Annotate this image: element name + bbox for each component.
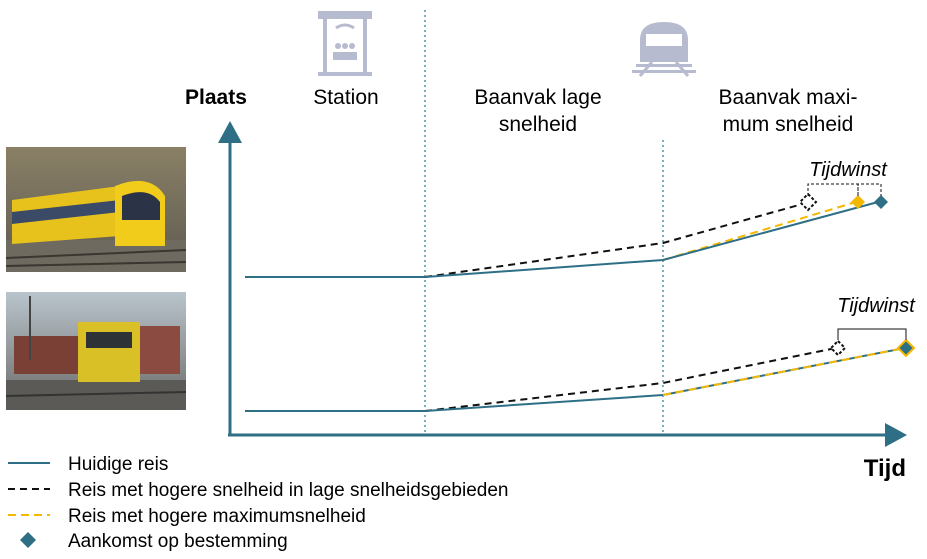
x-axis-label: Tijd	[864, 455, 906, 482]
legend: Huidige reis Reis met hogere snelheid in…	[8, 454, 508, 552]
photo-passenger-train	[5, 147, 187, 272]
lower-journey	[245, 328, 916, 412]
train-icon	[632, 22, 696, 77]
y-axis-label: Plaats	[185, 86, 247, 109]
upper-journey	[245, 183, 888, 278]
legend-label: Reis met hogere maximumsnelheid	[68, 506, 366, 527]
station-icon	[318, 11, 372, 76]
section-label: Baanvak maxi-mum snelheid	[719, 86, 858, 136]
axes	[218, 121, 907, 447]
annotation: Tijdwinst	[837, 295, 916, 317]
section-label: Station	[313, 86, 378, 109]
section-label: Baanvak lage snelheid	[474, 86, 601, 136]
legend-label: Aankomst op bestemming	[68, 531, 288, 552]
legend-label: Huidige reis	[68, 454, 168, 475]
photo-freight-train	[5, 292, 187, 410]
annotation: Tijdwinst	[809, 159, 888, 181]
legend-label: Reis met hogere snelheid in lage snelhei…	[68, 480, 508, 501]
